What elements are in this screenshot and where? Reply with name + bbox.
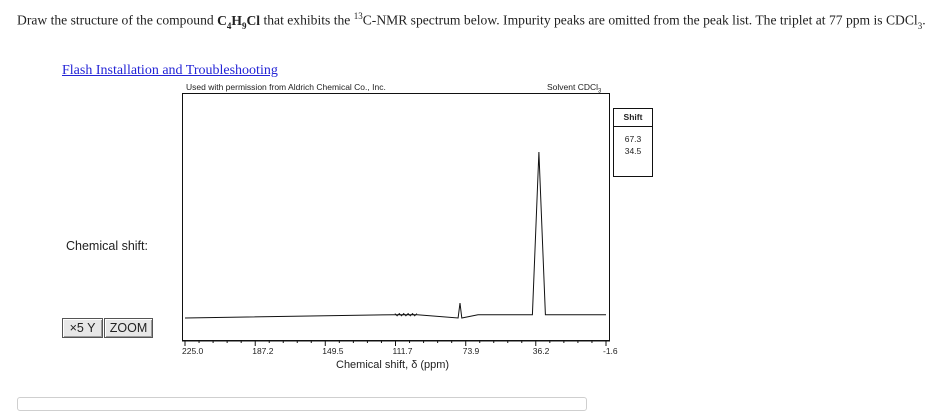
question-text: Draw the structure of the compound C4H9C… [17,11,926,32]
peak-shift-table: Shift 67.3 34.5 [613,108,653,177]
x-tick-label: 149.5 [322,346,344,356]
x-tick-label: -1.6 [603,346,618,356]
axis-title: Chemical shift, δ (ppm) [336,359,450,371]
x5-y-button[interactable]: ×5 Y [62,318,103,338]
x-tick-label: 111.7 [392,346,413,356]
answer-panel [17,397,587,411]
permission-note: Used with permission from Aldrich Chemic… [186,82,386,92]
chemical-shift-label: Chemical shift: [66,239,148,253]
spectrum-trace [184,151,606,319]
shift-value: 34.5 [624,146,642,156]
shift-table-header: Shift [614,109,652,127]
baseline-noise [394,312,418,317]
solvent-label: Solvent CDCl3 [547,82,602,95]
shift-value: 67.3 [624,134,642,144]
flash-help-link[interactable]: Flash Installation and Troubleshooting [62,63,278,78]
x-tick-label: 225.0 [182,346,204,356]
zoom-button[interactable]: ZOOM [104,318,153,338]
x-tick-label: 73.9 [462,346,480,356]
x-tick-label: 187.2 [252,346,274,356]
x-tick-label: 36.2 [532,346,550,356]
